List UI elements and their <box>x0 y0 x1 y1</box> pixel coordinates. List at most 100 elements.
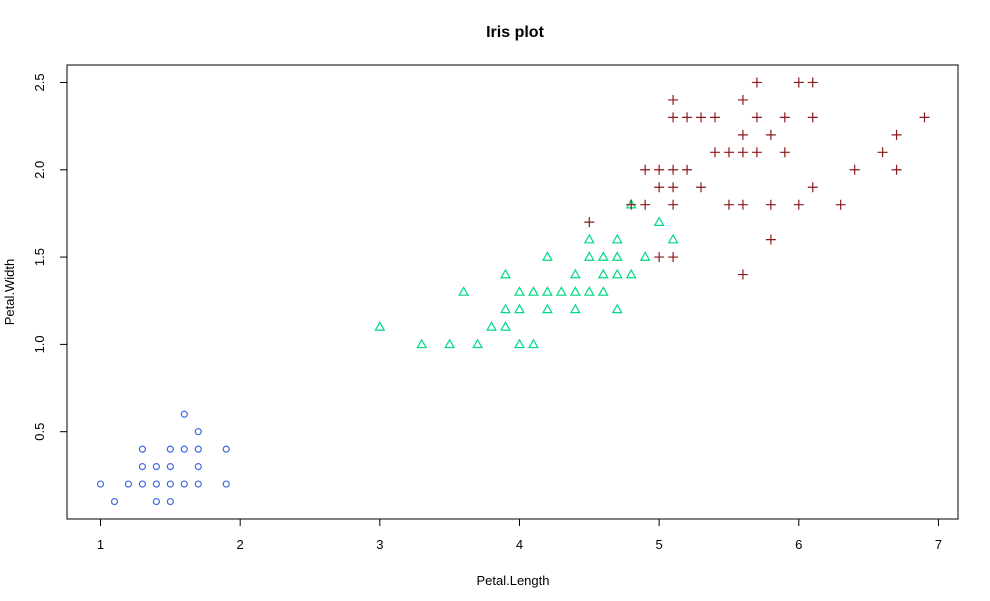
point-triangle <box>597 251 609 261</box>
point-circle <box>180 480 188 488</box>
point-plus <box>668 164 679 175</box>
point-triangle <box>611 268 623 279</box>
point-triangle <box>541 251 553 261</box>
point-plus <box>807 77 818 88</box>
point-triangle <box>541 303 553 314</box>
point-plus <box>682 164 693 175</box>
x-axis: 1 2 3 4 5 6 7 <box>97 519 942 552</box>
point-circle <box>152 463 160 471</box>
point-circle <box>152 497 160 506</box>
point-plus <box>710 147 720 158</box>
point-plus <box>737 269 748 280</box>
point-triangle <box>597 268 609 279</box>
point-circle <box>138 480 147 488</box>
point-triangle <box>486 321 497 331</box>
point-triangle <box>514 303 525 314</box>
point-circle <box>194 463 202 471</box>
point-plus <box>682 112 693 123</box>
point-triangle <box>569 286 581 296</box>
point-plus <box>793 77 804 88</box>
x-tick-label: 7 <box>935 537 942 552</box>
point-plus <box>668 199 679 210</box>
point-triangle <box>583 233 595 244</box>
x-tick-label: 2 <box>237 537 244 552</box>
point-plus <box>584 217 595 228</box>
point-triangle <box>541 286 553 296</box>
point-triangle <box>667 233 679 244</box>
point-plus <box>751 112 762 123</box>
point-circle <box>166 445 174 453</box>
point-circle <box>138 463 147 471</box>
point-plus <box>751 77 762 88</box>
point-triangle <box>528 338 539 349</box>
point-plus <box>696 182 707 193</box>
x-tick-label: 1 <box>97 537 104 552</box>
series-triangle <box>374 198 679 349</box>
point-plus <box>737 94 748 105</box>
y-axis-label: Petal.Width <box>2 259 17 325</box>
point-circle <box>194 480 202 488</box>
point-triangle <box>569 303 581 314</box>
point-triangle <box>597 286 609 296</box>
point-plus <box>710 112 720 123</box>
point-triangle <box>500 303 511 314</box>
point-plus <box>765 199 776 210</box>
point-triangle <box>639 251 651 261</box>
point-plus <box>765 129 776 140</box>
point-plus <box>737 147 748 158</box>
point-circle <box>222 480 230 488</box>
plot-frame <box>66 64 959 520</box>
x-tick-label: 5 <box>656 537 663 552</box>
x-tick-label: 3 <box>376 537 383 552</box>
point-triangle <box>555 286 567 296</box>
point-triangle <box>500 321 511 331</box>
point-circle <box>194 445 202 453</box>
point-plus <box>793 199 804 210</box>
point-triangle <box>611 233 623 244</box>
point-circle <box>166 480 174 488</box>
point-triangle <box>528 286 539 296</box>
data-points <box>96 77 930 506</box>
point-triangle <box>653 216 665 226</box>
point-plus <box>668 112 679 123</box>
point-plus <box>723 199 734 210</box>
y-tick-label: 2.5 <box>32 73 47 91</box>
point-triangle <box>500 268 511 279</box>
point-circle <box>166 463 174 471</box>
point-plus <box>654 182 665 193</box>
y-tick-label: 0.5 <box>32 423 47 441</box>
x-tick-label: 4 <box>516 537 523 552</box>
y-axis: 0.5 1.0 1.5 2.0 2.5 <box>32 73 67 441</box>
point-plus <box>919 112 930 123</box>
point-circle <box>166 497 174 506</box>
y-tick-label: 2.0 <box>32 161 47 179</box>
point-circle <box>180 410 188 418</box>
point-plus <box>877 147 888 158</box>
point-circle <box>96 480 105 488</box>
x-tick-label: 6 <box>795 537 802 552</box>
point-plus <box>737 199 748 210</box>
x-axis-label: Petal.Length <box>476 573 549 588</box>
point-triangle <box>416 338 428 349</box>
point-circle <box>194 428 202 436</box>
y-tick-label: 1.0 <box>32 335 47 353</box>
point-plus <box>668 252 679 263</box>
point-plus <box>640 164 651 175</box>
point-triangle <box>583 251 595 261</box>
point-plus <box>779 147 790 158</box>
point-circle <box>110 497 119 506</box>
point-plus <box>835 199 846 210</box>
point-plus <box>737 129 748 140</box>
point-circle <box>138 445 147 453</box>
point-triangle <box>514 338 525 349</box>
point-plus <box>668 94 679 105</box>
point-circle <box>180 445 188 453</box>
point-circle <box>124 480 133 488</box>
point-plus <box>668 182 679 193</box>
point-triangle <box>514 286 525 296</box>
point-plus <box>654 252 665 263</box>
point-plus <box>723 147 734 158</box>
point-triangle <box>625 268 637 279</box>
y-tick-label: 1.5 <box>32 248 47 266</box>
point-plus <box>765 234 776 245</box>
